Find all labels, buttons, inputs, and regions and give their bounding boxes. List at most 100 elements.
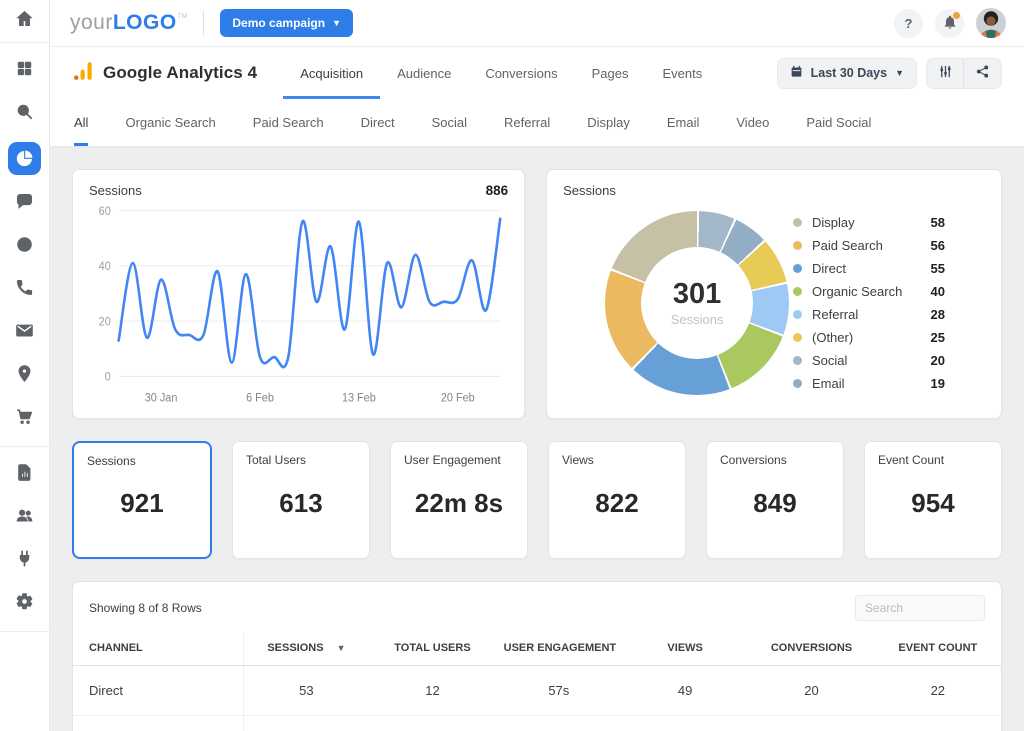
- sliders-icon: [938, 64, 953, 82]
- sidebar-item-clients[interactable]: [0, 496, 49, 539]
- report-tabs: Acquisition Audience Conversions Pages E…: [283, 47, 719, 99]
- channels-table: CHANNEL SESSIONS▼ TOTAL USERS USER ENGAG…: [73, 632, 1001, 731]
- sidebar-item-dashboards[interactable]: [0, 49, 49, 92]
- legend-item: Paid Search56: [793, 235, 945, 255]
- filters-button[interactable]: [927, 59, 964, 88]
- cell-event-count: 22: [875, 666, 1001, 716]
- channel-tab-email[interactable]: Email: [667, 99, 700, 146]
- report-header: Google Analytics 4 Acquisition Audience …: [50, 47, 1024, 99]
- sidebar-divider: [0, 631, 49, 632]
- table-row[interactable]: Direct 53 12 57s 49 20 22: [73, 666, 1001, 716]
- cell-conversions: 20: [748, 666, 874, 716]
- donut-center-label: Sessions: [671, 312, 724, 327]
- campaign-selector-label: Demo campaign: [232, 16, 325, 30]
- channel-filter-bar: All Organic Search Paid Search Direct So…: [50, 99, 1024, 147]
- notifications-button[interactable]: [935, 9, 964, 38]
- kpi-card-total-users[interactable]: Total Users 613: [232, 441, 370, 559]
- sidebar-item-home[interactable]: [0, 0, 49, 43]
- channel-tab-all[interactable]: All: [74, 99, 88, 146]
- channel-tab-paid-search[interactable]: Paid Search: [253, 99, 324, 146]
- kpi-value: 22m 8s: [404, 467, 514, 547]
- channel-tab-display[interactable]: Display: [587, 99, 630, 146]
- cell-user-engagement: 57s: [496, 666, 622, 716]
- channel-tab-organic-search[interactable]: Organic Search: [125, 99, 215, 146]
- channel-tab-social[interactable]: Social: [432, 99, 467, 146]
- svg-text:40: 40: [99, 261, 111, 273]
- svg-text:30 Jan: 30 Jan: [145, 392, 178, 404]
- column-header-event-count[interactable]: EVENT COUNT: [875, 632, 1001, 666]
- help-icon: ?: [905, 16, 913, 31]
- sidebar-item-search[interactable]: [0, 92, 49, 135]
- legend-value: 20: [931, 353, 945, 368]
- sidebar-item-analytics[interactable]: [0, 135, 49, 182]
- legend-dot: [793, 356, 802, 365]
- tab-acquisition[interactable]: Acquisition: [283, 47, 380, 99]
- table-row[interactable]: Social 53 26 46s 23 22 59: [73, 716, 1001, 731]
- tab-pages[interactable]: Pages: [575, 47, 646, 99]
- notification-dot: [953, 12, 960, 19]
- column-header-channel[interactable]: CHANNEL: [73, 632, 243, 666]
- column-header-sessions[interactable]: SESSIONS▼: [243, 632, 369, 666]
- tab-events[interactable]: Events: [645, 47, 719, 99]
- legend-value: 40: [931, 284, 945, 299]
- cell-event-count: 59: [875, 716, 1001, 731]
- legend-label: (Other): [812, 330, 931, 345]
- table-header-row: CHANNEL SESSIONS▼ TOTAL USERS USER ENGAG…: [73, 632, 1001, 666]
- sidebar-item-reports[interactable]: [0, 453, 49, 496]
- legend-item: Organic Search40: [793, 281, 945, 301]
- legend-dot: [793, 264, 802, 273]
- channel-tab-video[interactable]: Video: [736, 99, 769, 146]
- legend-label: Paid Search: [812, 238, 931, 253]
- share-button[interactable]: [964, 59, 1001, 88]
- column-header-views[interactable]: VIEWS: [622, 632, 748, 666]
- legend-item: Social20: [793, 350, 945, 370]
- kpi-card-event-count[interactable]: Event Count 954: [864, 441, 1002, 559]
- legend-item: Email19: [793, 373, 945, 393]
- sidebar-item-calls[interactable]: [0, 268, 49, 311]
- sidebar-item-integrations[interactable]: [0, 539, 49, 582]
- legend-dot: [793, 241, 802, 250]
- legend-dot: [793, 379, 802, 388]
- kpi-label: Conversions: [720, 453, 830, 467]
- cell-channel: Direct: [73, 666, 243, 716]
- kpi-card-sessions[interactable]: Sessions 921: [72, 441, 212, 559]
- cell-views: 23: [622, 716, 748, 731]
- user-avatar[interactable]: [976, 8, 1006, 38]
- kpi-value: 921: [87, 468, 197, 546]
- sidebar-item-email[interactable]: [0, 311, 49, 354]
- legend-item: Display58: [793, 212, 945, 232]
- apps-grid-icon: [15, 59, 34, 83]
- kpi-card-user-engagement[interactable]: User Engagement 22m 8s: [390, 441, 528, 559]
- tab-audience[interactable]: Audience: [380, 47, 468, 99]
- campaign-selector-button[interactable]: Demo campaign ▼: [220, 9, 353, 37]
- table-row-count: Showing 8 of 8 Rows: [89, 601, 202, 615]
- help-button[interactable]: ?: [894, 9, 923, 38]
- kpi-card-conversions[interactable]: Conversions 849: [706, 441, 844, 559]
- sidebar-item-local[interactable]: [0, 354, 49, 397]
- legend-value: 56: [931, 238, 945, 253]
- column-header-total-users[interactable]: TOTAL USERS: [369, 632, 495, 666]
- column-header-conversions[interactable]: CONVERSIONS: [748, 632, 874, 666]
- sidebar-item-ecommerce[interactable]: [0, 397, 49, 440]
- channel-tab-referral[interactable]: Referral: [504, 99, 550, 146]
- sidebar-item-chat[interactable]: [0, 182, 49, 225]
- legend-value: 58: [931, 215, 945, 230]
- svg-text:6 Feb: 6 Feb: [246, 392, 274, 404]
- column-header-user-engagement[interactable]: USER ENGAGEMENT: [496, 632, 622, 666]
- kpi-label: Event Count: [878, 453, 988, 467]
- table-search-input[interactable]: [855, 595, 985, 621]
- channel-tab-paid-social[interactable]: Paid Social: [806, 99, 871, 146]
- cell-sessions: 53: [243, 666, 369, 716]
- sidebar-item-remarketing[interactable]: [0, 225, 49, 268]
- date-range-button[interactable]: Last 30 Days ▼: [777, 58, 917, 89]
- legend-label: Organic Search: [812, 284, 931, 299]
- sidebar-item-settings[interactable]: [0, 582, 49, 625]
- tab-conversions[interactable]: Conversions: [468, 47, 574, 99]
- search-icon: [15, 102, 34, 126]
- donut-center: 301 Sessions: [641, 247, 753, 359]
- kpi-label: User Engagement: [404, 453, 514, 467]
- channel-tab-direct[interactable]: Direct: [361, 99, 395, 146]
- kpi-card-views[interactable]: Views 822: [548, 441, 686, 559]
- gear-icon: [15, 592, 34, 616]
- kpi-label: Total Users: [246, 453, 356, 467]
